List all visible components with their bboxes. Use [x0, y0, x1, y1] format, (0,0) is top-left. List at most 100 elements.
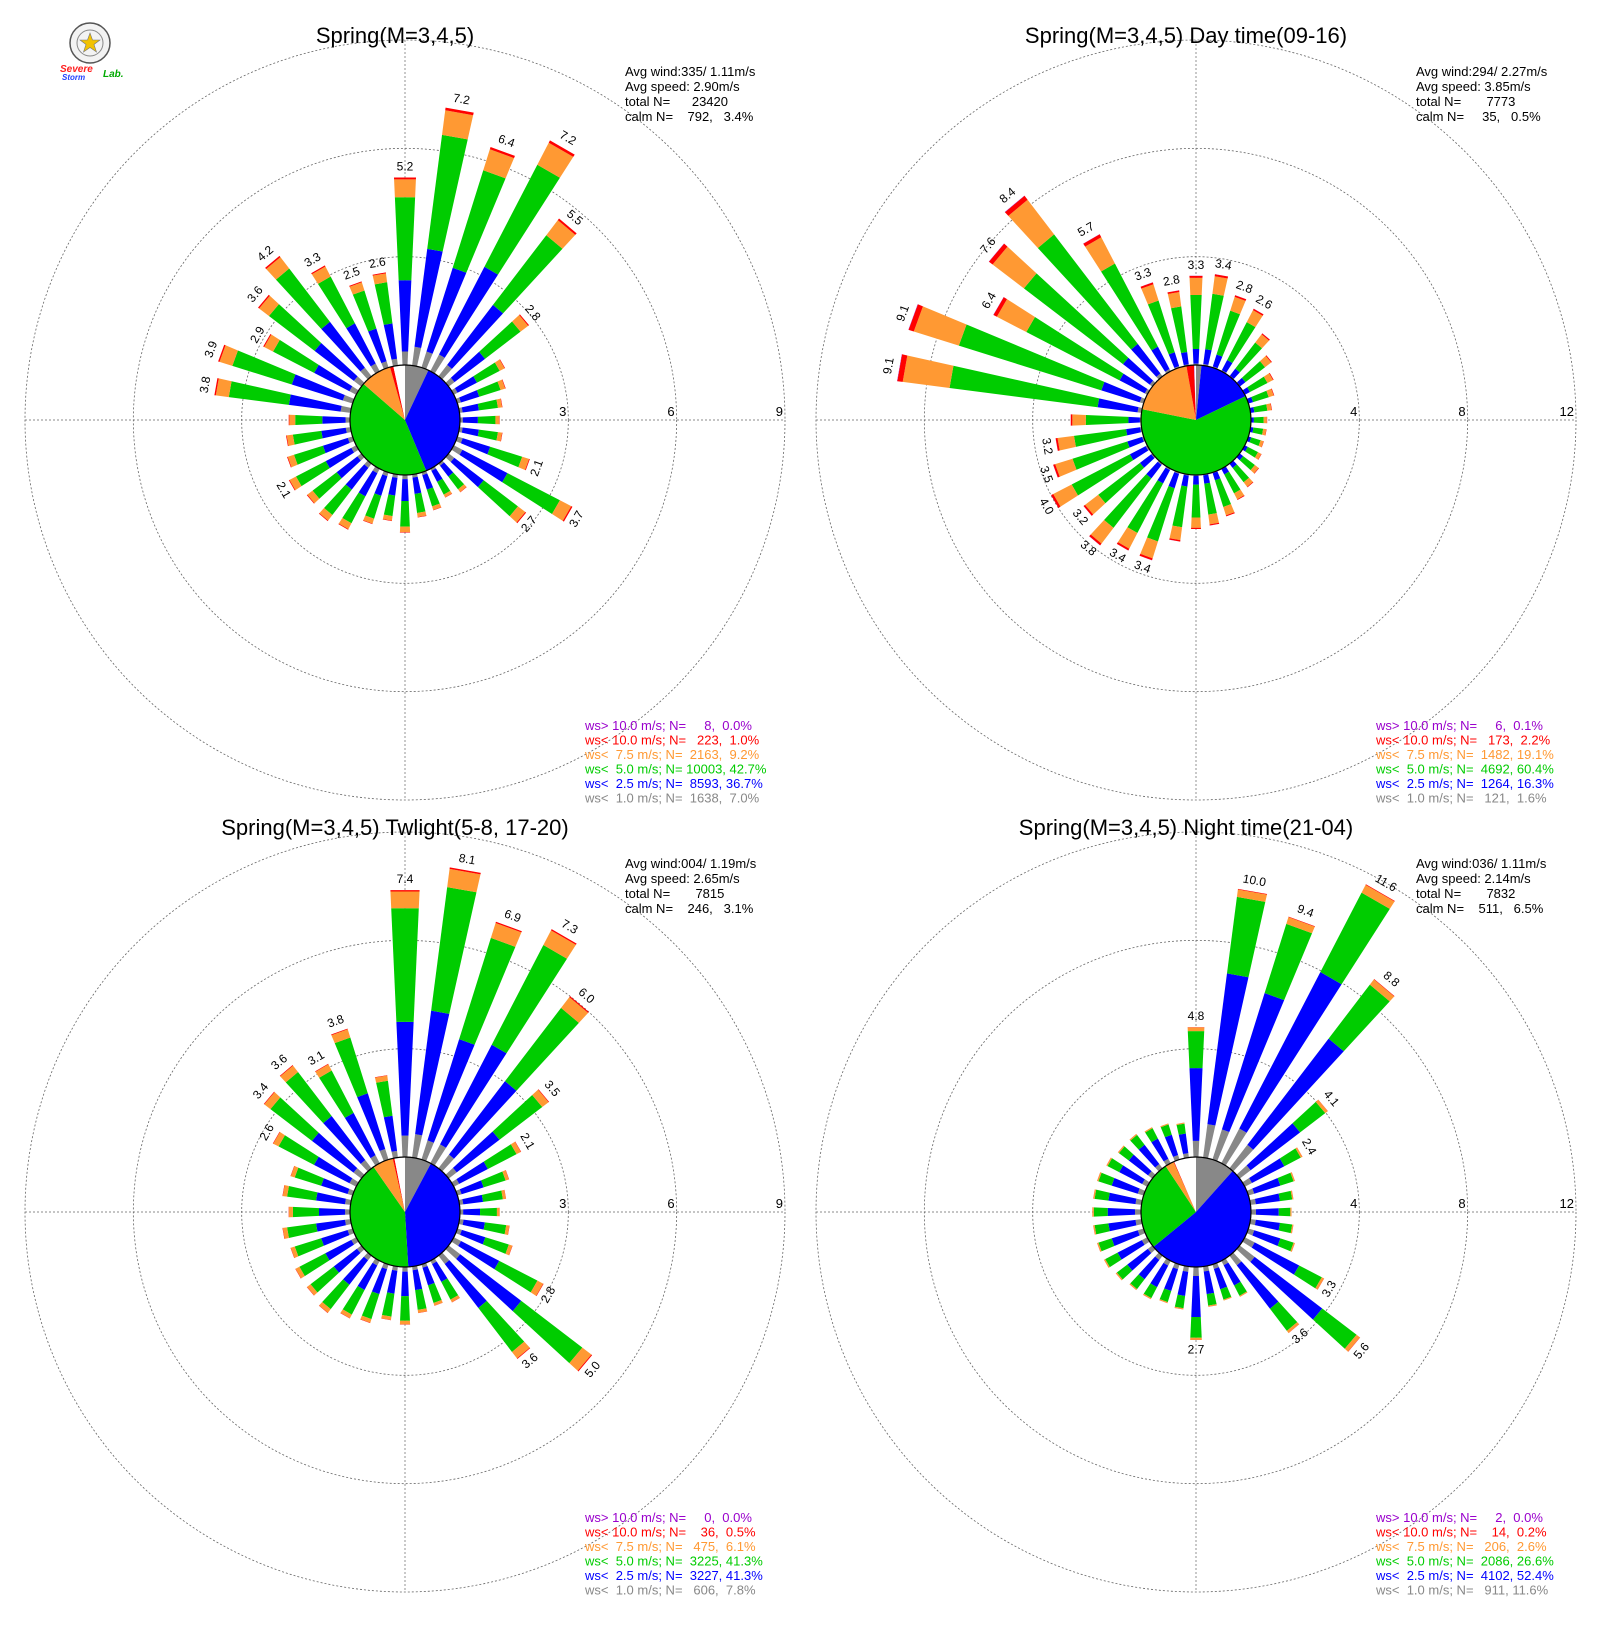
- bar-segment: [391, 358, 398, 367]
- bar-segment: [1220, 1286, 1232, 1300]
- bar-segment: [1143, 1283, 1158, 1299]
- bar-segment: [1278, 1190, 1293, 1202]
- bar-segment: [1144, 388, 1150, 395]
- bar-segment: [1141, 284, 1159, 305]
- ring-label: 8: [1458, 1196, 1465, 1211]
- bar-segment: [1089, 536, 1101, 546]
- bar-segment: [344, 1112, 376, 1159]
- bar-segment: [1249, 1198, 1256, 1205]
- bar-segment: [1070, 414, 1073, 426]
- bar-segment: [1234, 489, 1245, 500]
- bar-segment: [1246, 1188, 1255, 1196]
- bar-segment: [1264, 923, 1313, 1001]
- bar-segment: [1051, 494, 1061, 508]
- bar-segment: [1230, 296, 1246, 315]
- bar-segment: [1261, 441, 1264, 448]
- bar-segment: [437, 478, 451, 495]
- bar-segment: [1187, 1027, 1205, 1032]
- bar-segment: [1235, 342, 1263, 373]
- bar-segment: [1226, 896, 1266, 978]
- bar-segment: [1093, 1225, 1095, 1235]
- bar-segment: [402, 474, 408, 480]
- bar-segment: [1190, 294, 1202, 350]
- bar-segment: [461, 427, 479, 437]
- bar-segment: [1151, 346, 1170, 372]
- bar-segment: [509, 506, 526, 523]
- sector-bar: [421, 1262, 443, 1306]
- bar-segment: [363, 515, 375, 524]
- sector-bar: [318, 1252, 372, 1314]
- bar-segment: [481, 1171, 506, 1188]
- ring-label: 4: [1350, 1196, 1357, 1211]
- sector-label: 2.8: [1234, 277, 1255, 296]
- sector-bar: [459, 1207, 500, 1217]
- bar-segment: [370, 1155, 380, 1166]
- bar-segment: [323, 1116, 366, 1164]
- bar-segment: [1249, 1219, 1256, 1226]
- bar-segment: [1250, 407, 1255, 413]
- bar-segment: [1143, 1294, 1151, 1300]
- bar-segment: [360, 1315, 372, 1323]
- sector-bar: [290, 1228, 355, 1259]
- bar-segment: [897, 354, 903, 382]
- bar-segment: [1254, 1193, 1280, 1205]
- bar-segment: [357, 1093, 386, 1152]
- bar-segment: [525, 458, 530, 471]
- sector-label: 3.3: [302, 249, 324, 270]
- bar-segment: [1137, 1228, 1146, 1236]
- bar-segment: [315, 1064, 332, 1078]
- bar-segment: [316, 1192, 346, 1205]
- info-line: total N= 7773: [1416, 94, 1515, 109]
- sector-bar: [438, 1252, 531, 1359]
- bar-segment: [1203, 1270, 1215, 1295]
- sector-bar: [1167, 290, 1189, 367]
- bar-segment: [264, 334, 280, 352]
- bar-segment: [1093, 1189, 1097, 1199]
- sector-bar: [282, 1185, 352, 1205]
- sector-bar: [1083, 453, 1156, 516]
- ring-label: 9: [776, 1196, 783, 1211]
- bar-segment: [374, 1075, 388, 1083]
- sector-bar: [1246, 388, 1275, 404]
- info-line: Avg wind:036/ 1.11m/s: [1416, 856, 1547, 871]
- sector-bar: [1249, 403, 1273, 413]
- center-pie: [349, 1156, 461, 1268]
- bar-segment: [462, 1194, 484, 1205]
- sector-label: 3.9: [201, 339, 220, 360]
- bar-segment: [1189, 277, 1203, 295]
- bar-segment: [374, 282, 393, 325]
- bar-segment: [1167, 291, 1182, 309]
- bar-segment: [316, 1219, 346, 1232]
- sector-bar: [458, 398, 503, 413]
- bar-segment: [1138, 1144, 1160, 1168]
- bar-segment: [501, 379, 506, 389]
- bar-segment: [1107, 1207, 1136, 1217]
- bar-segment: [1181, 351, 1189, 366]
- bar-segment: [495, 921, 522, 933]
- bar-segment: [1094, 1223, 1110, 1235]
- bar-segment: [314, 364, 353, 392]
- legend-entry: ws< 10.0 m/s; N= 173, 2.2%: [1375, 733, 1551, 748]
- bar-segment: [1257, 453, 1262, 460]
- bar-segment: [382, 519, 392, 522]
- bar-segment: [463, 1208, 481, 1216]
- sector-bar: [393, 177, 417, 366]
- bar-segment: [1278, 1207, 1291, 1217]
- bar-segment: [1149, 380, 1156, 387]
- bar-segment: [993, 296, 1004, 316]
- grid-ring: [815, 39, 1577, 801]
- sector-bar: [430, 929, 577, 1166]
- bar-segment: [372, 273, 388, 285]
- sector-bar: [1004, 195, 1163, 380]
- bar-segment: [1255, 1208, 1279, 1216]
- sector-bar: [1229, 1252, 1300, 1334]
- sector-bar: [438, 218, 577, 380]
- bar-segment: [1328, 984, 1390, 1052]
- bar-segment: [1261, 333, 1270, 341]
- bar-segment: [1246, 1123, 1301, 1171]
- bar-segment: [370, 363, 380, 374]
- bar-segment: [456, 1254, 522, 1312]
- bar-segment: [336, 456, 361, 479]
- bar-segment: [1140, 282, 1153, 287]
